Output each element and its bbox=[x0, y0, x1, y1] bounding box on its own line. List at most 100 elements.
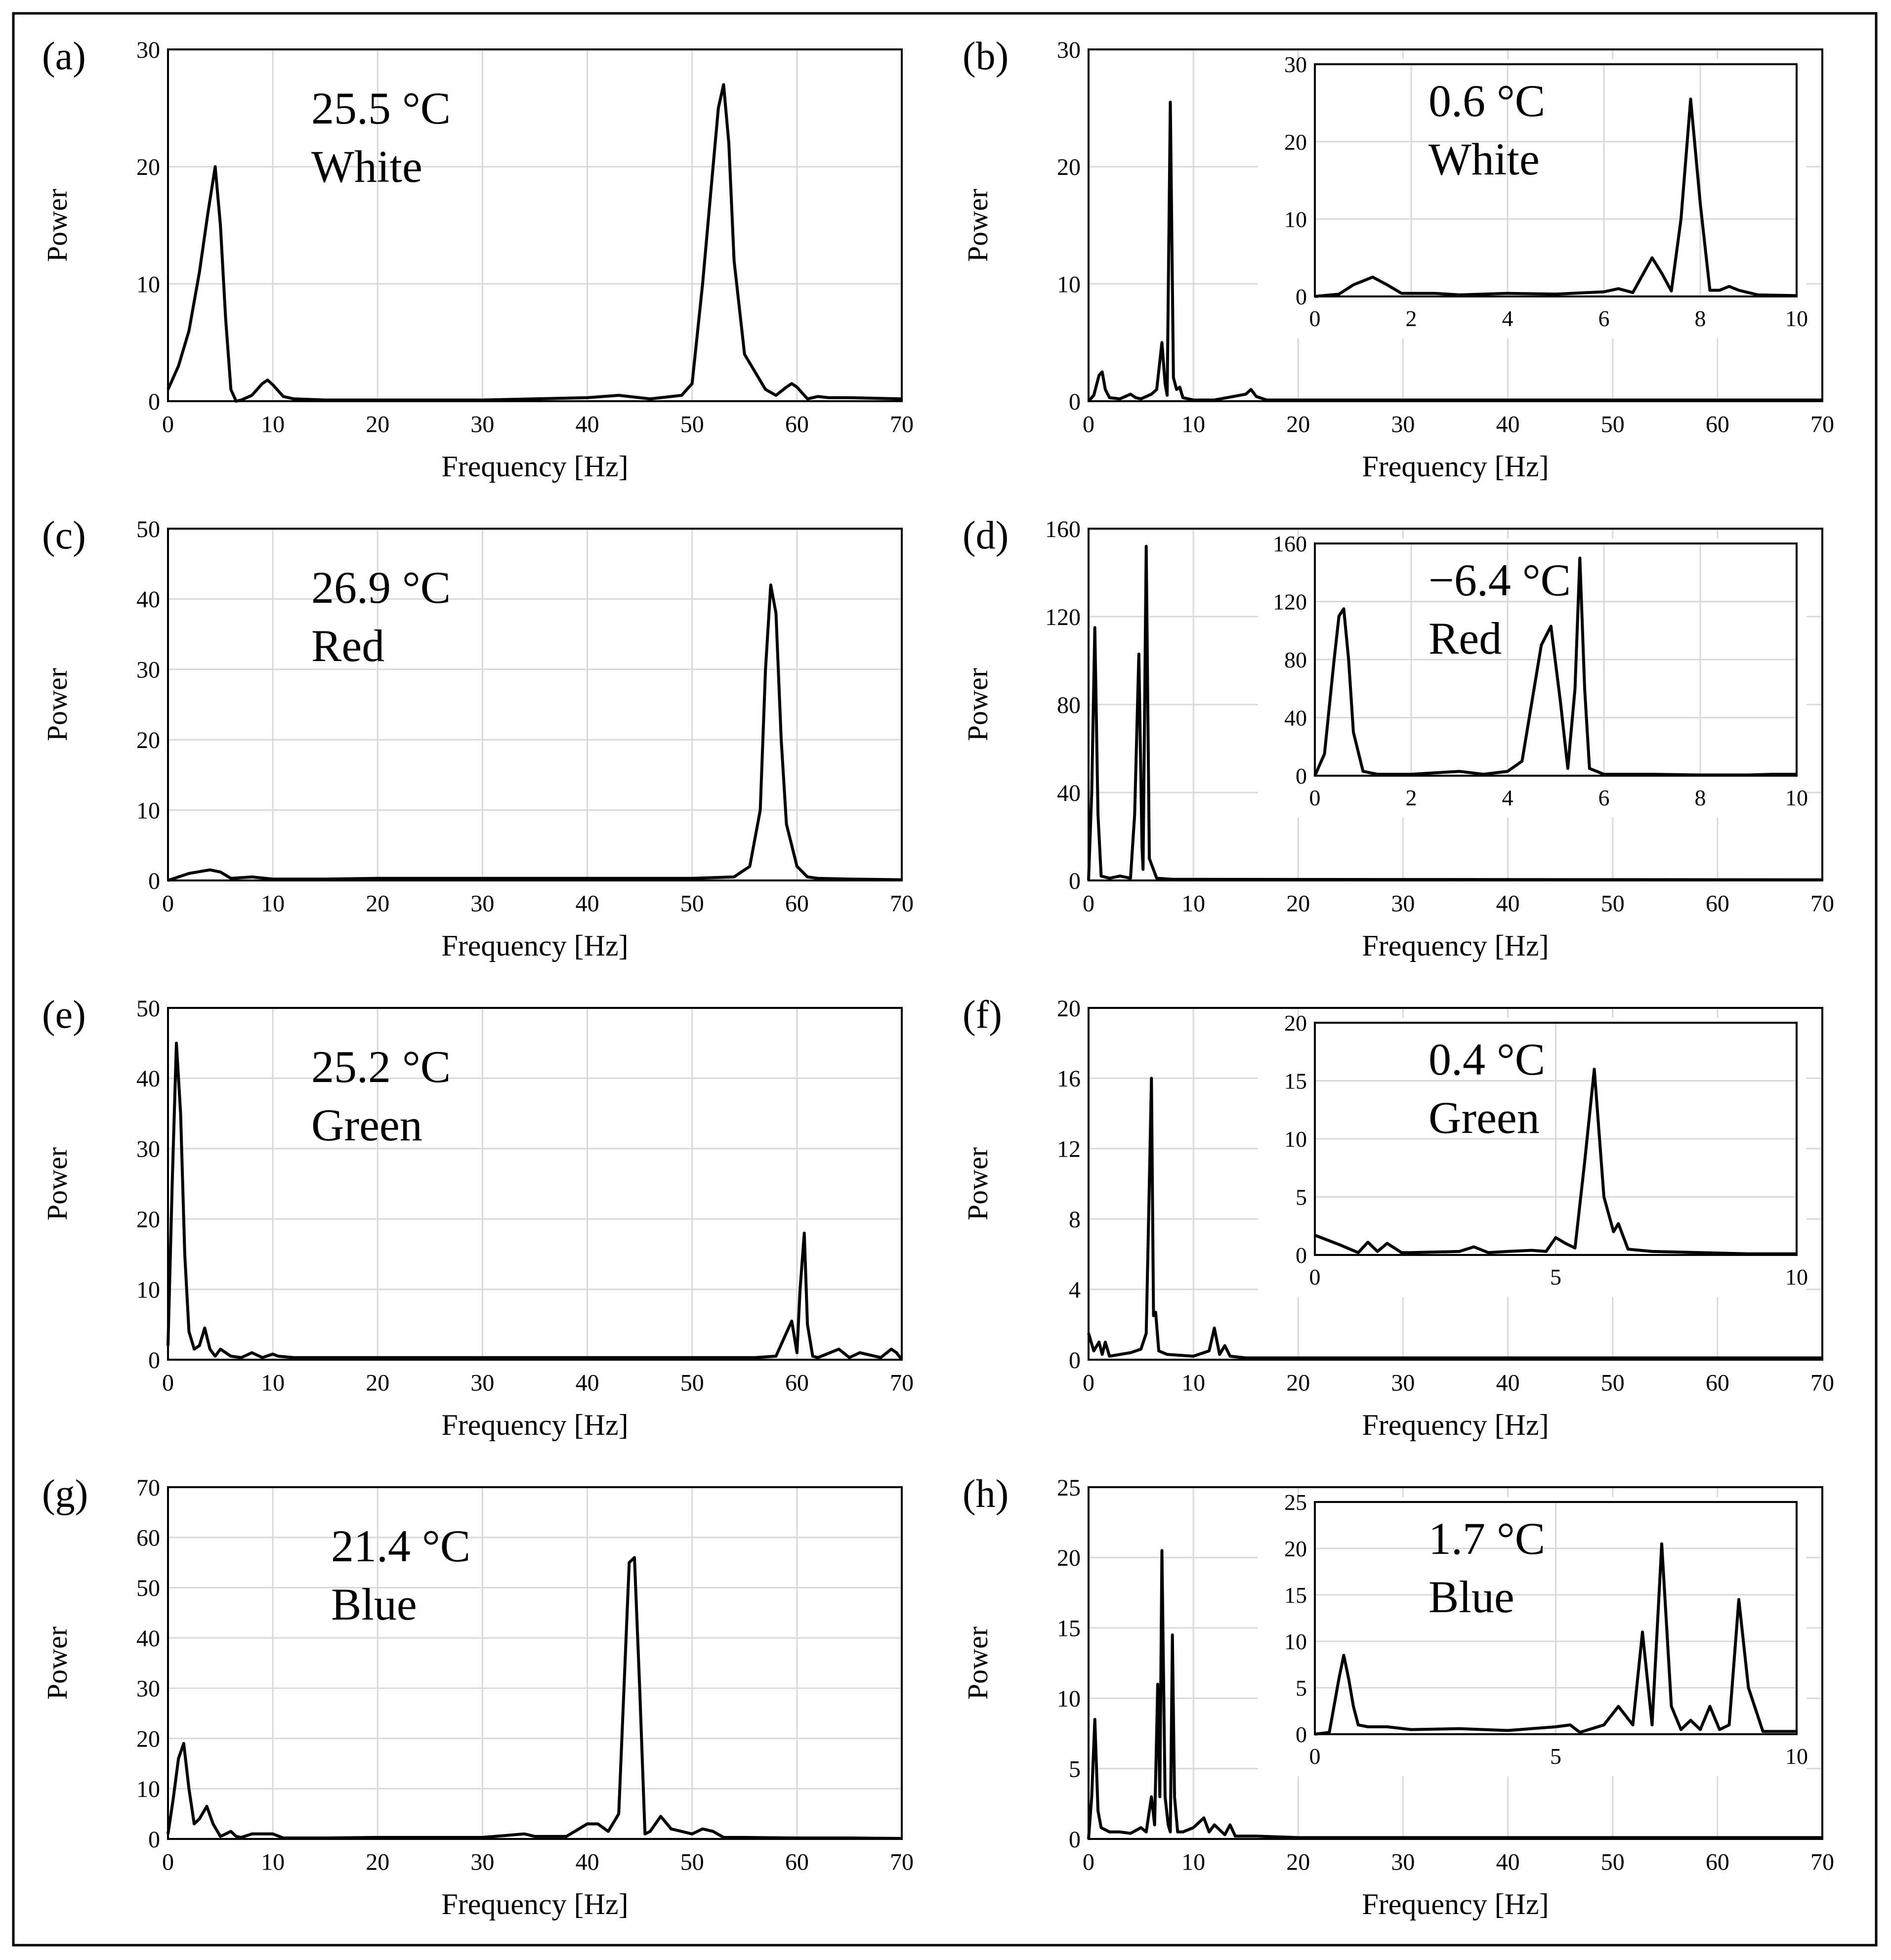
plot-area bbox=[168, 529, 902, 880]
inset-y-tick-label: 5 bbox=[1296, 1675, 1307, 1701]
y-tick-label: 0 bbox=[1069, 868, 1081, 894]
y-tick-label: 40 bbox=[136, 1066, 160, 1092]
y-tick-label: 30 bbox=[136, 37, 160, 63]
chart-panel-e: 0 10 20 30 40 50 60 70 0 10 20 30 40 50 Frequency [Hz]… bbox=[41, 993, 914, 1441]
inset-x-tick-label: 10 bbox=[1785, 306, 1808, 331]
annotation-temperature: 25.2 °C bbox=[311, 1042, 451, 1092]
annotation-color: Red bbox=[311, 621, 384, 671]
inset-power-spectrum-line bbox=[1314, 1068, 1797, 1255]
x-tick-label: 50 bbox=[1601, 411, 1625, 437]
y-tick-label: 0 bbox=[148, 1347, 160, 1374]
panel-label: (d) bbox=[963, 514, 1009, 557]
inset-y-tick-label: 15 bbox=[1284, 1583, 1307, 1608]
inset-x-tick-label: 2 bbox=[1406, 306, 1417, 331]
power-spectrum-line bbox=[1087, 544, 1823, 881]
inset-chart: 0 2 4 6 8 10 0 40 80 120 160 bbox=[1258, 531, 1808, 818]
x-axis-label: Frequency [Hz] bbox=[1362, 929, 1549, 962]
power-spectrum-line bbox=[168, 583, 902, 882]
x-tick-label: 0 bbox=[162, 890, 174, 917]
x-axis-label: Frequency [Hz] bbox=[441, 929, 628, 962]
panel-label: (b) bbox=[963, 35, 1009, 78]
y-tick-label: 12 bbox=[1057, 1136, 1081, 1163]
y-tick-label: 20 bbox=[136, 1207, 160, 1233]
figure-frame bbox=[12, 12, 1878, 1947]
annotation-temperature: 0.6 °C bbox=[1429, 76, 1545, 126]
x-axis-label: Frequency [Hz] bbox=[441, 1888, 628, 1920]
annotation-color: Green bbox=[1429, 1092, 1540, 1143]
y-tick-label: 80 bbox=[1057, 692, 1081, 718]
plot-frame bbox=[1088, 1007, 1823, 1361]
x-tick-label: 50 bbox=[680, 411, 704, 437]
inset-y-tick-label: 0 bbox=[1296, 763, 1307, 789]
plot-area bbox=[168, 1487, 902, 1839]
y-tick-label: 10 bbox=[136, 797, 160, 824]
power-spectrum-line bbox=[1087, 1077, 1822, 1360]
x-tick-label: 20 bbox=[366, 411, 389, 437]
plot-frame bbox=[167, 528, 903, 881]
panel-label: (f) bbox=[963, 993, 1002, 1037]
panel-label: (c) bbox=[42, 514, 86, 557]
plot-area bbox=[168, 1008, 902, 1360]
x-tick-label: 30 bbox=[470, 890, 494, 917]
y-tick-label: 30 bbox=[136, 1676, 160, 1702]
chart-panel-g: 0 10 20 30 40 50 60 70 0 10 20 30 40 50 60 70 Frequency … bbox=[41, 1472, 914, 1920]
x-axis-label: Frequency [Hz] bbox=[1362, 1409, 1549, 1441]
plot-area bbox=[168, 49, 902, 401]
x-tick-label: 70 bbox=[890, 411, 914, 437]
inset-power-spectrum-line bbox=[1314, 97, 1797, 298]
power-spectrum-line bbox=[167, 1042, 903, 1361]
y-tick-label: 0 bbox=[148, 389, 160, 415]
inset-x-tick-label: 8 bbox=[1695, 306, 1706, 331]
annotation-temperature: −6.4 °C bbox=[1429, 555, 1571, 605]
x-tick-label: 60 bbox=[785, 411, 809, 437]
y-tick-label: 16 bbox=[1057, 1066, 1081, 1092]
y-tick-label: 40 bbox=[1057, 780, 1081, 806]
x-tick-label: 10 bbox=[1181, 411, 1205, 437]
x-axis-label: Frequency [Hz] bbox=[441, 1409, 628, 1441]
y-axis-label: Power bbox=[962, 1147, 994, 1220]
plot-frame bbox=[167, 1486, 903, 1840]
inset-frame bbox=[1314, 1501, 1798, 1735]
power-spectrum-line bbox=[1087, 100, 1822, 402]
power-spectrum-line bbox=[167, 83, 902, 403]
y-tick-label: 8 bbox=[1069, 1207, 1081, 1233]
y-tick-label: 20 bbox=[1057, 1545, 1081, 1571]
annotation-temperature: 0.4 °C bbox=[1429, 1034, 1545, 1084]
x-tick-label: 20 bbox=[1286, 1849, 1310, 1875]
inset-x-tick-label: 2 bbox=[1406, 785, 1417, 810]
annotation-temperature: 21.4 °C bbox=[331, 1521, 470, 1571]
inset-y-tick-label: 20 bbox=[1284, 1010, 1307, 1036]
plot-frame bbox=[167, 48, 903, 402]
annotation-temperature: 25.5 °C bbox=[311, 83, 451, 133]
inset-y-tick-label: 0 bbox=[1296, 284, 1307, 309]
inset-chart: 0 5 10 0 5 10 15 20 25 bbox=[1258, 1490, 1808, 1776]
inset-y-tick-label: 10 bbox=[1284, 207, 1307, 232]
x-tick-label: 40 bbox=[576, 411, 599, 437]
x-tick-label: 10 bbox=[261, 1849, 285, 1875]
y-tick-label: 20 bbox=[136, 727, 160, 753]
y-tick-label: 30 bbox=[136, 657, 160, 683]
y-tick-label: 10 bbox=[136, 271, 160, 297]
panel-label: (a) bbox=[42, 35, 86, 78]
x-tick-label: 30 bbox=[470, 1849, 494, 1875]
inset-x-tick-label: 8 bbox=[1695, 785, 1706, 810]
annotation-color: White bbox=[1429, 134, 1540, 184]
y-tick-label: 10 bbox=[1057, 271, 1081, 297]
x-tick-label: 30 bbox=[470, 411, 494, 437]
y-tick-label: 0 bbox=[1069, 1347, 1081, 1374]
x-tick-label: 50 bbox=[680, 1849, 704, 1875]
inset-frame bbox=[1314, 63, 1798, 297]
y-tick-label: 4 bbox=[1069, 1277, 1081, 1303]
plot-frame bbox=[1088, 48, 1823, 402]
annotation-color: Red bbox=[1429, 613, 1502, 664]
inset-y-tick-label: 160 bbox=[1273, 531, 1307, 556]
x-tick-label: 20 bbox=[366, 1849, 389, 1875]
y-tick-label: 120 bbox=[1045, 604, 1081, 630]
y-tick-label: 30 bbox=[1057, 37, 1081, 63]
x-tick-label: 70 bbox=[1810, 411, 1834, 437]
chart-panel-c: 0 10 20 30 40 50 60 70 0 10 20 30 40 50 Frequency [Hz]… bbox=[41, 514, 914, 962]
inset-x-tick-label: 0 bbox=[1309, 1264, 1321, 1290]
y-tick-label: 20 bbox=[136, 1726, 160, 1752]
